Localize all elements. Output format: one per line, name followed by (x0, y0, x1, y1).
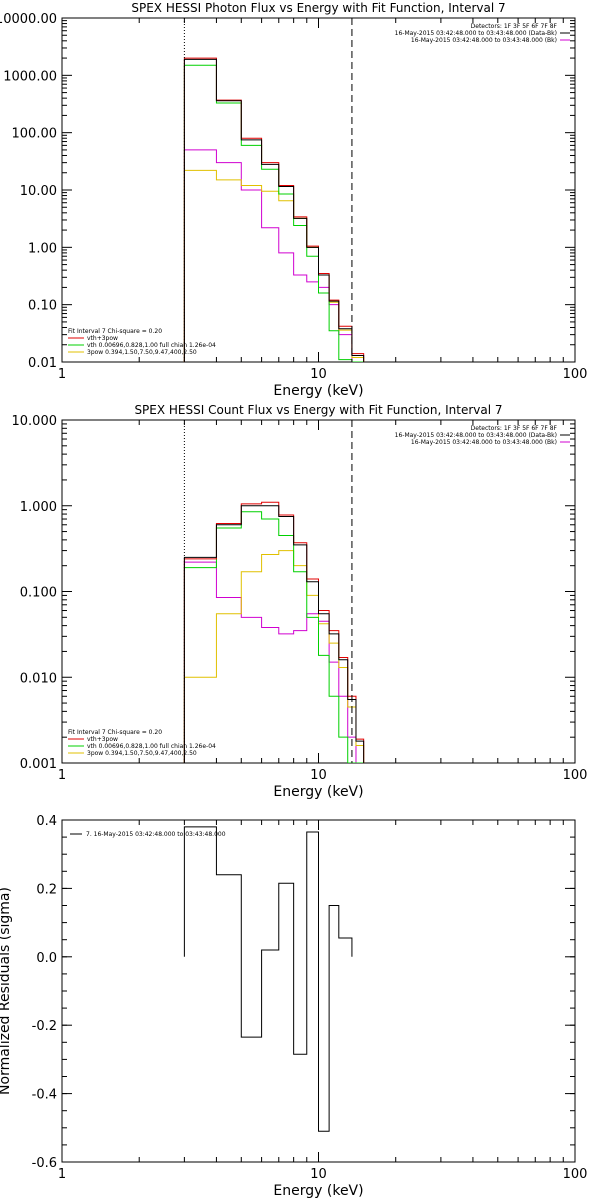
y-tick-label: -0.4 (32, 1088, 57, 1103)
series-line-data-bk (183, 505, 365, 763)
series-line-vth (183, 511, 364, 763)
header-line: Detectors: 1F 3F 5F 6F 7F 8F (471, 425, 558, 432)
y-tick-label: -0.6 (32, 1156, 57, 1171)
legend-entry: vth+3pow (87, 736, 118, 743)
x-tick-label: 10 (310, 1167, 327, 1182)
header-line: 16-May-2015 03:42:48.000 to 03:43:48.000… (395, 30, 557, 37)
series-line-3pow (183, 550, 365, 763)
header-line: 16-May-2015 03:42:48.000 to 03:43:48.000… (395, 432, 557, 439)
chart-title: SPEX HESSI Count Flux vs Energy with Fit… (134, 403, 502, 417)
header-line: Detectors: 1F 3F 5F 6F 7F 8F (471, 23, 558, 30)
legend-entry: Fit Interval 7 Chi-square = 0.20 (68, 729, 162, 736)
series-line-bk (183, 561, 364, 763)
x-axis-label: Energy (keV) (273, 1183, 363, 1199)
y-tick-label: 100.00 (12, 127, 58, 142)
y-tick-label: 0.4 (36, 814, 57, 829)
x-tick-label: 100 (563, 1167, 588, 1182)
y-tick-label: 0.2 (36, 882, 57, 897)
header-line: 16-May-2015 03:42:48.000 to 03:43:48.000… (411, 37, 557, 44)
x-tick-label: 100 (563, 367, 588, 382)
legend-entry: vth 0.00696,0.828,1.00 full chian 1.26e-… (87, 743, 216, 750)
y-tick-label: 0.010 (20, 671, 57, 686)
y-tick-label: 0.01 (28, 356, 57, 371)
y-tick-label: 10.000 (12, 414, 58, 429)
x-axis-label: Energy (keV) (273, 784, 363, 800)
y-tick-label: 0.10 (28, 299, 57, 314)
y-tick-label: 1.00 (28, 241, 57, 256)
legend-entry: vth 0.00696,0.828,1.00 full chian 1.26e-… (87, 342, 216, 349)
x-tick-label: 100 (563, 768, 588, 783)
y-tick-label: 0.001 (20, 757, 57, 772)
header-line: 16-May-2015 03:42:48.000 to 03:43:48.000… (411, 439, 557, 446)
x-tick-label: 1 (58, 1167, 66, 1182)
legend-entry: 3pow 0.394,1.50,7.50,9.47,400,2.50 (87, 750, 197, 757)
legend-entry: 7. 16-May-2015 03:42:48.000 to 03:43:48.… (86, 831, 226, 838)
series-line-vth-3pow (183, 501, 365, 763)
legend-entry: vth+3pow (87, 335, 118, 342)
x-tick-label: 10 (310, 768, 327, 783)
y-tick-label: 1.000 (20, 500, 57, 515)
y-axis-label: Normalized Residuals (sigma) (0, 887, 13, 1095)
series-line-3pow (183, 169, 365, 362)
series-line-data-bk (183, 58, 365, 362)
x-axis-label: Energy (keV) (273, 383, 363, 399)
y-tick-label: 10000.00 (0, 12, 57, 27)
legend-entry: Fit Interval 7 Chi-square = 0.20 (68, 328, 162, 335)
chart-title: SPEX HESSI Photon Flux vs Energy with Fi… (131, 1, 505, 15)
plot-frame (61, 17, 576, 363)
legend-entry: 3pow 0.394,1.50,7.50,9.47,400,2.50 (87, 349, 197, 356)
x-tick-label: 1 (58, 768, 66, 783)
panel-3: 1 10 100 Energy (keV) -0.6 -0.4 -0.2 0.0 0.2 0.4 N… (0, 814, 587, 1199)
y-tick-label: 0.100 (20, 586, 57, 601)
series-line-vth (183, 64, 364, 362)
panel-2: SPEX HESSI Count Flux vs Energy with Fit… (12, 403, 588, 800)
x-tick-label: 1 (58, 367, 66, 382)
y-tick-label: 0.0 (36, 951, 57, 966)
series-line-vth-3pow (183, 57, 365, 362)
series-line-bk (183, 149, 364, 362)
y-tick-label: -0.2 (32, 1019, 57, 1034)
panel-1: SPEX HESSI Photon Flux vs Energy with Fi… (0, 1, 587, 399)
x-tick-label: 10 (310, 367, 327, 382)
y-tick-label: 10.00 (20, 184, 57, 199)
series-line-residuals (183, 826, 353, 1132)
y-tick-label: 1000.00 (3, 69, 57, 84)
